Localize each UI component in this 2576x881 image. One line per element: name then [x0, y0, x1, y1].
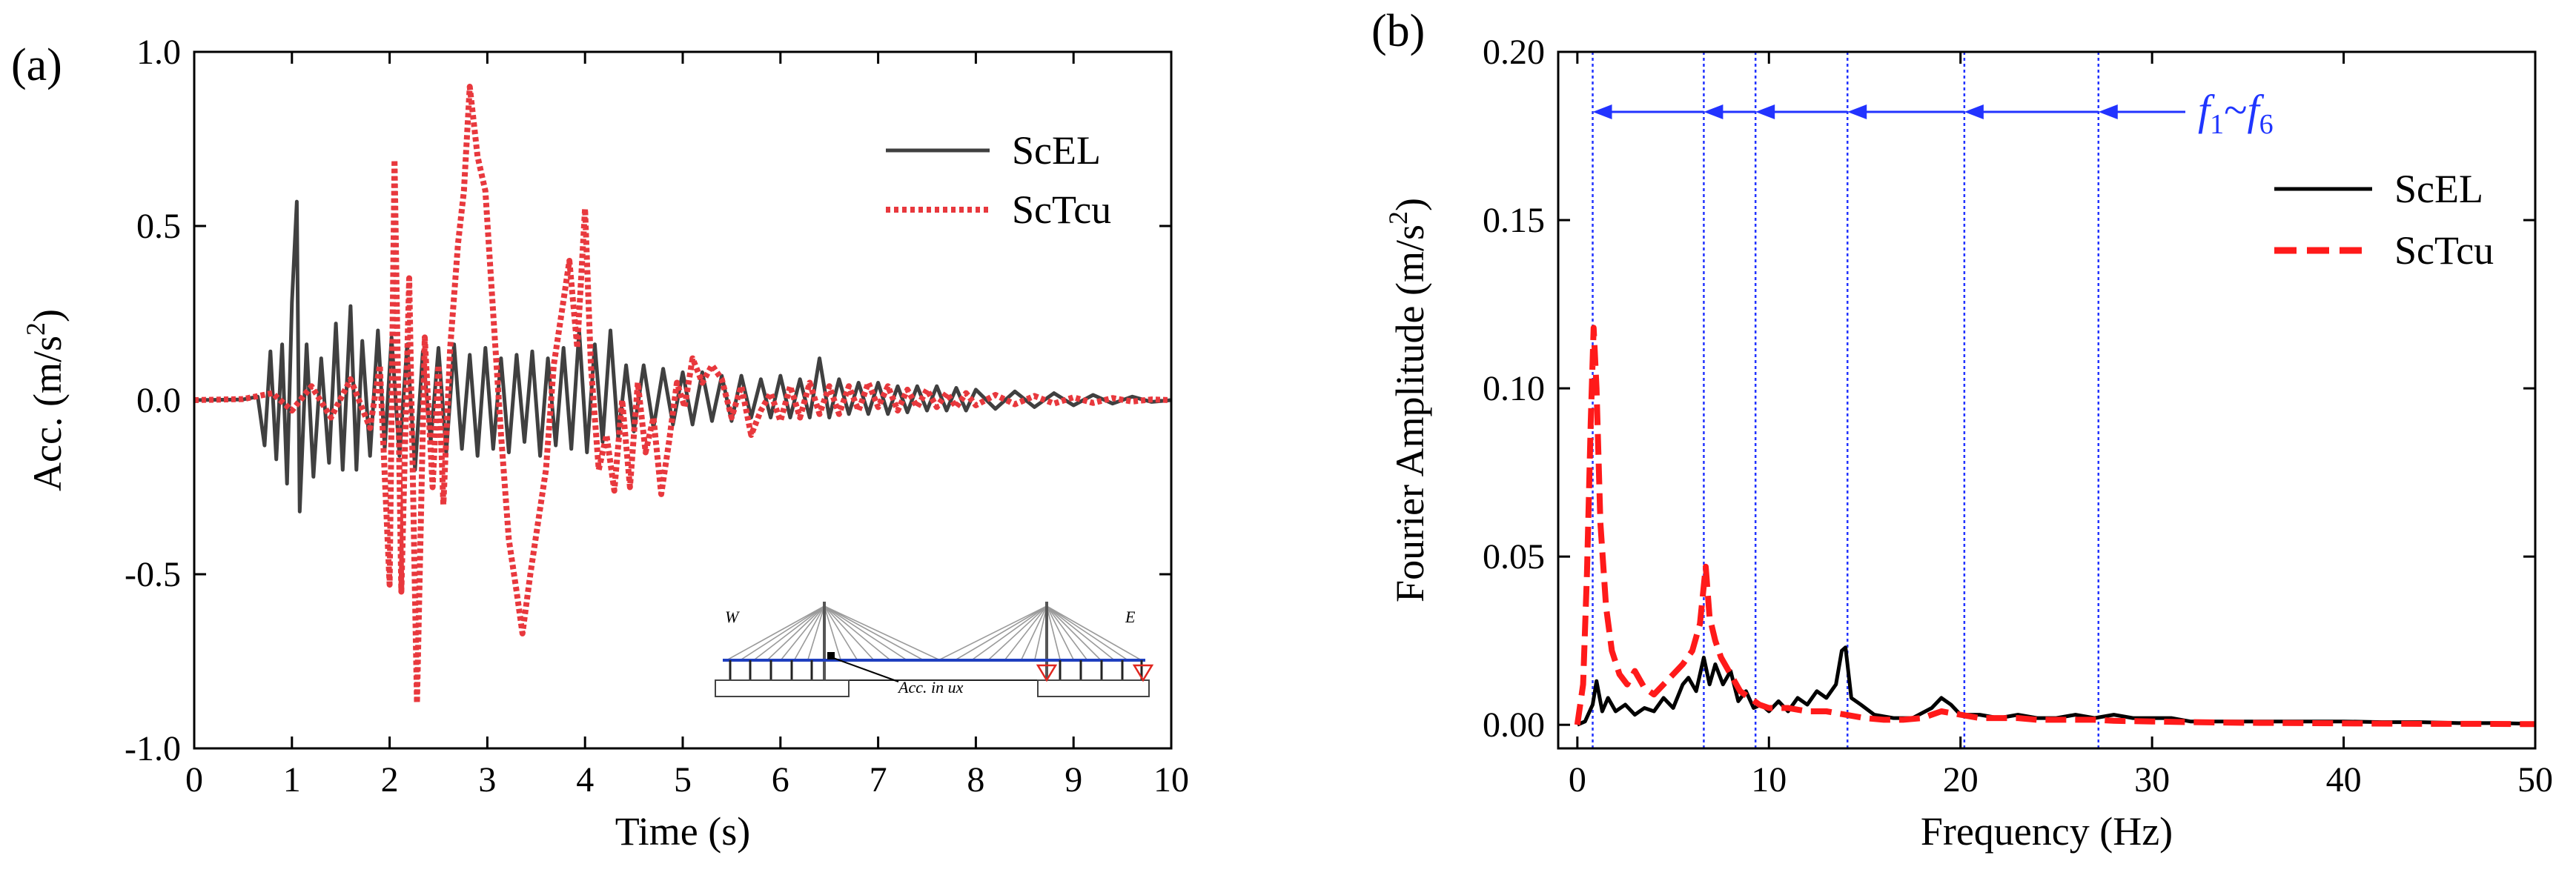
panel-a-plot-area [194, 84, 1171, 706]
y-tick-label: 0.15 [1483, 201, 1545, 240]
x-tick-label: 6 [772, 760, 789, 799]
series-line-sctcu [194, 84, 1171, 706]
y-tick-label: 0.05 [1483, 537, 1545, 576]
panel-b-mode-arrows [1592, 104, 2185, 119]
legend-label-sctcu-a: ScTcu [1012, 187, 1111, 232]
legend-label-sctcu-b: ScTcu [2394, 228, 2494, 273]
legend-label-scel-b: ScEL [2394, 167, 2483, 211]
panel-b-y-tick-labels: 0.00 0.05 0.10 0.15 0.20 [1483, 33, 1545, 745]
y-tick-label: 0.20 [1483, 33, 1545, 72]
legend-label-scel-a: ScEL [1012, 128, 1101, 173]
panel-b-series [1574, 325, 2535, 728]
series-line-scel [1576, 645, 2535, 727]
series-line-sctcu [1574, 325, 2535, 728]
y-tick-label: 0.5 [136, 207, 181, 246]
bridge-foundation-west [715, 679, 850, 697]
x-tick-label: 2 [381, 760, 399, 799]
series-line-scel [194, 199, 1171, 513]
panel-a-frame [193, 50, 1173, 750]
panel-a-x-tick-labels: 0 1 2 3 4 5 6 7 8 9 10 [185, 760, 1189, 799]
panel-label-a: (a) [11, 40, 62, 90]
mode-arrow-head [1964, 104, 1984, 119]
x-tick-label: 40 [2326, 760, 2362, 799]
accelerometer-marker [827, 652, 835, 659]
bridge-inset: W E [715, 602, 1154, 697]
x-tick-label: 50 [2517, 760, 2553, 799]
panel-b-x-axis-label: Frequency (Hz) [1921, 809, 2173, 854]
x-tick-label: 30 [2134, 760, 2170, 799]
bridge-piers [729, 660, 1143, 680]
bridge-cables-west [727, 605, 939, 660]
y-tick-label: 0.10 [1483, 369, 1545, 408]
x-tick-label: 9 [1064, 760, 1082, 799]
panel-b-frame [1557, 50, 2537, 750]
y-tick-label: -0.5 [125, 555, 181, 594]
x-tick-label: 10 [1751, 760, 1787, 799]
x-tick-label: 1 [283, 760, 301, 799]
y-tick-label: 1.0 [136, 33, 181, 72]
bridge-foundation-east [1037, 679, 1150, 697]
inset-label-west: W [725, 608, 740, 626]
panel-a-y-tick-labels: -1.0 -0.5 0.0 0.5 1.0 [125, 33, 181, 768]
panel-b-ticks [1558, 50, 2537, 748]
bridge-support-east-right [1132, 664, 1154, 682]
mode-arrow-head [1755, 104, 1775, 119]
bridge-cables-east [939, 605, 1141, 660]
mode-arrow-head [1847, 104, 1867, 119]
y-tick-label: 0.00 [1483, 705, 1545, 745]
x-tick-label: 20 [1943, 760, 1979, 799]
mode-arrow-head [1592, 104, 1612, 119]
accelerometer-leader [832, 657, 899, 682]
panel-a-series [194, 84, 1171, 706]
panel-a-legend: ScEL ScTcu [886, 128, 1111, 232]
y-tick-label: -1.0 [125, 729, 181, 768]
x-tick-label: 3 [478, 760, 496, 799]
x-tick-label: 7 [870, 760, 887, 799]
panel-a-y-axis-label: Acc. (m/s2) [21, 309, 70, 491]
x-tick-label: 4 [576, 760, 594, 799]
panel-b-plot-area [1574, 52, 2535, 748]
mode-arrow-head [1703, 104, 1724, 119]
panel-b-mode-lines [1592, 52, 2100, 748]
y-tick-label: 0.0 [136, 381, 181, 420]
panel-b-x-tick-labels: 0 10 20 30 40 50 [1569, 760, 2553, 799]
panel-a: (a) 0 1 2 3 4 5 6 7 8 9 10 -1.0 -0.5 0.0 0.5 1.0 Time … [11, 33, 1189, 854]
x-tick-label: 5 [674, 760, 692, 799]
panel-b: (b) f1~f6 0 10 20 30 40 50 0.000.050.100.150.… [1371, 6, 2553, 854]
panel-a-x-axis-label: Time (s) [615, 809, 751, 854]
panel-b-legend: ScEL ScTcu [2274, 167, 2494, 273]
inset-annotation: Acc. in ux [897, 678, 964, 697]
panel-b-y-axis-label: Fourier Amplitude (m/s2) [1383, 198, 1432, 602]
x-tick-label: 0 [1569, 760, 1586, 799]
x-tick-label: 8 [967, 760, 984, 799]
panel-label-b: (b) [1371, 6, 1425, 56]
x-tick-label: 10 [1153, 760, 1189, 799]
inset-label-east: E [1125, 608, 1136, 626]
mode-arrow-head [2098, 104, 2118, 119]
x-tick-label: 0 [185, 760, 203, 799]
mode-range-label: f1~f6 [2198, 86, 2274, 140]
bridge-support-east-left [1036, 664, 1058, 682]
